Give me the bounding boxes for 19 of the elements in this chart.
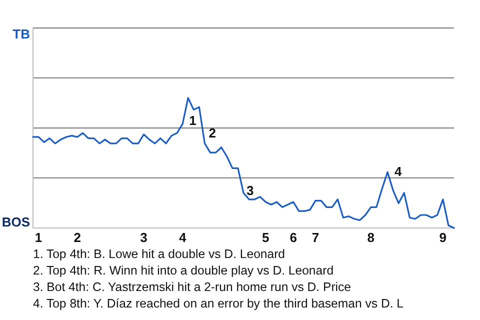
annotation: 3 [246,182,254,198]
x-tick-label: 6 [290,230,297,245]
text: 2. Top 4th: R. Winn hit into a double play vs D. Leonard [33,264,334,278]
x-tick-label: 2 [74,230,81,245]
x-tick-label: 5 [262,230,270,245]
x-tick-label: 1 [34,230,42,245]
annotation: 1 [189,112,196,128]
x-tick-label: 9 [439,230,447,245]
text: TB [12,26,30,42]
text: BOS [2,214,30,230]
annotation: 2 [208,125,216,140]
x-tick-label: 8 [367,230,375,245]
annotation: 4 [394,164,403,180]
text: 3. Bot 4th: C. Yastrzemski hit a 2-run home run vs D. Price [33,280,352,294]
text: 1. Top 4th: B. Lowe hit a double vs D. Leonard [33,247,286,261]
text: 4. Top 8th: Y. Díaz reached on an error by the third baseman vs D. L [33,296,404,310]
x-tick-label: 3 [140,230,148,245]
x-tick-label: 4 [178,230,187,245]
x-tick-label: 7 [312,230,320,245]
